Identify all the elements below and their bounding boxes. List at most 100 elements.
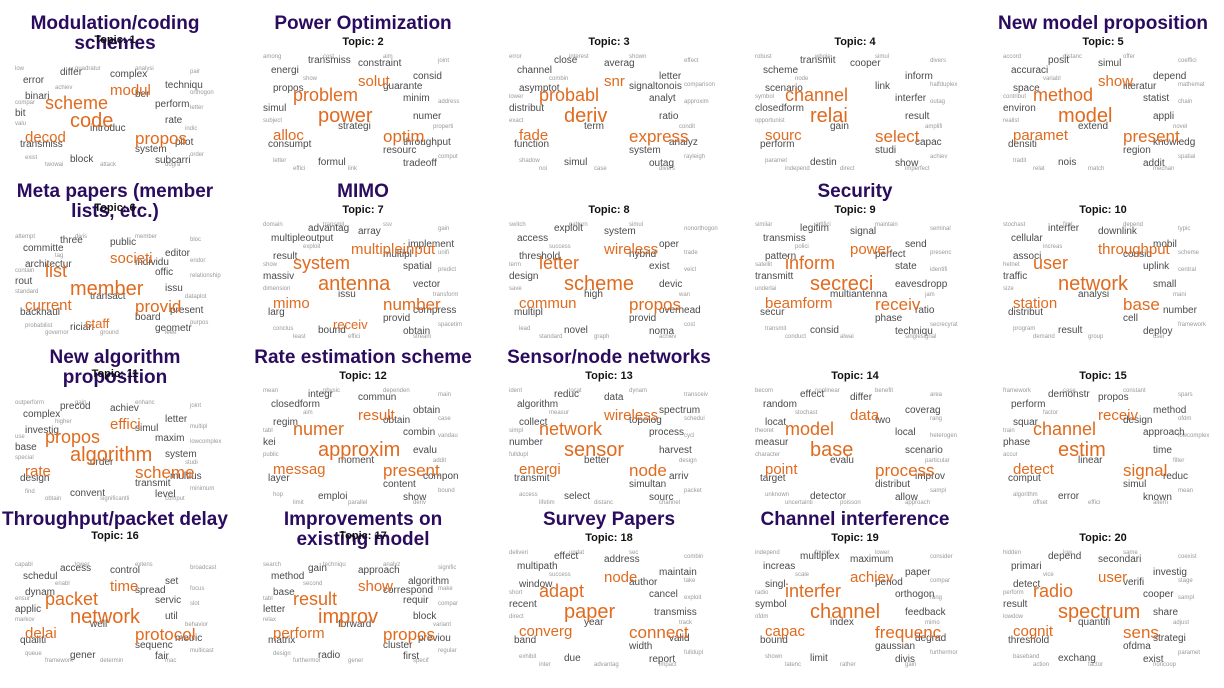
word-major: node xyxy=(629,461,667,480)
word-minor: mechan xyxy=(1153,166,1175,172)
word-medium: literatur xyxy=(1123,81,1157,92)
word-medium: simul xyxy=(1123,479,1147,490)
word-medium: target xyxy=(760,473,786,484)
word-minor: gain xyxy=(905,662,917,668)
word-medium: introduc xyxy=(90,123,126,134)
word-minor: valu xyxy=(15,121,27,127)
word-medium: transmitt xyxy=(755,271,794,282)
word-medium: number xyxy=(509,437,543,448)
word-medium: constraint xyxy=(358,58,402,69)
word-major: converg xyxy=(519,623,573,640)
word-minor: case xyxy=(1063,388,1076,394)
word-major: solut xyxy=(358,73,390,90)
word-minor: lower xyxy=(75,562,90,568)
topic-heading: Power Optimization xyxy=(274,13,452,34)
word-minor: altern xyxy=(1153,500,1169,506)
word-minor: match xyxy=(1088,166,1105,172)
word-minor: multicast xyxy=(190,648,214,654)
word-minor: robust xyxy=(755,54,772,60)
word-major: process xyxy=(875,461,935,480)
word-medium: demonstr xyxy=(1048,389,1090,400)
word-medium: metric xyxy=(175,633,203,644)
word-minor: analysi xyxy=(135,66,154,72)
word-medium: legitim xyxy=(800,223,829,234)
word-medium: threshold xyxy=(1008,635,1050,646)
word-medium: compon xyxy=(423,471,459,482)
topic-label: Topic: 19 xyxy=(831,532,879,544)
topic-heading: Channel interference xyxy=(760,509,950,530)
word-minor: lower xyxy=(509,94,524,100)
word-minor: consider xyxy=(930,554,953,560)
word-medium: servic xyxy=(155,595,182,606)
word-medium: investig xyxy=(1153,567,1187,578)
word-medium: degrad xyxy=(915,633,947,644)
word-medium: depend xyxy=(1048,551,1082,562)
word-minor: symbol xyxy=(755,94,775,100)
word-medium: detect xyxy=(1013,579,1041,590)
word-medium: dynam xyxy=(25,587,56,598)
word-minor: combin xyxy=(684,554,704,560)
word-minor: capabl xyxy=(15,562,33,568)
word-medium: outag xyxy=(649,158,675,169)
word-minor: studi xyxy=(185,460,198,466)
word-minor: stage xyxy=(1178,578,1193,584)
word-cloud: hidden coexist lowdow sampl baseband paramet f… xyxy=(1003,550,1203,670)
word-major: frequenc xyxy=(875,623,942,642)
word-medium: design xyxy=(20,473,50,484)
word-major: code xyxy=(70,110,114,132)
word-major: time xyxy=(110,578,139,595)
word-minor: purpos xyxy=(190,320,209,326)
word-minor: compar xyxy=(930,578,951,584)
word-minor: probabilist xyxy=(25,323,53,329)
word-medium: eavesdropp xyxy=(895,279,948,290)
word-minor: ofdm xyxy=(1178,416,1192,422)
word-medium: small xyxy=(1153,279,1177,290)
word-minor: first xyxy=(1063,222,1073,228)
word-minor: variabl xyxy=(1043,76,1061,82)
topic-heading: Improvements on existing model xyxy=(283,509,443,550)
word-major: propos xyxy=(629,295,681,314)
topic-panel: MIMO Topic: 7 domain gain dimension predict co… xyxy=(248,178,478,350)
word-minor: unifi xyxy=(438,250,450,256)
word-medium: present xyxy=(170,305,204,316)
word-cloud: capabl broadcast markov slot queue multicast d… xyxy=(15,562,216,670)
word-minor: regular xyxy=(438,648,457,654)
word-minor: amplifi xyxy=(925,124,943,130)
word-medium: devic xyxy=(659,279,683,290)
topic-label: Topic: 18 xyxy=(585,532,633,544)
word-minor: noncoop xyxy=(1153,662,1177,668)
word-medium: bound xyxy=(318,325,346,336)
word-major: provid xyxy=(135,297,182,316)
word-minor: lead xyxy=(519,326,531,332)
word-cloud: robust divers opportunist outag paramet achie… xyxy=(755,54,957,174)
word-medium: width xyxy=(629,641,653,652)
word-medium: secur xyxy=(760,307,785,318)
word-medium: geometr xyxy=(155,323,192,334)
word-medium: layer xyxy=(268,473,290,484)
word-medium: gain xyxy=(308,563,327,574)
word-medium: requir xyxy=(403,595,429,606)
word-medium: send xyxy=(905,239,927,250)
word-minor: low xyxy=(1063,550,1073,556)
word-medium: block xyxy=(413,611,437,622)
word-minor: rang xyxy=(930,595,943,601)
word-medium: feedback xyxy=(905,607,946,618)
word-medium: guarante xyxy=(383,81,423,92)
word-minor: simpl xyxy=(509,428,524,434)
word-medium: strategi xyxy=(338,121,371,132)
word-medium: consid xyxy=(1123,249,1152,260)
word-major: propos xyxy=(45,427,101,447)
word-medium: letter xyxy=(659,71,682,82)
word-medium: design xyxy=(1123,415,1153,426)
word-minor: effici xyxy=(1088,500,1101,506)
word-medium: differ xyxy=(60,67,83,78)
word-cloud: stochast typic size central program framework… xyxy=(1003,222,1206,342)
word-medium: measur xyxy=(755,437,789,448)
word-medium: correspond xyxy=(383,585,434,596)
word-minor: accur xyxy=(1003,452,1018,458)
word-medium: bound xyxy=(760,635,788,646)
word-medium: interfer xyxy=(895,93,927,104)
word-minor: comput xyxy=(438,154,458,160)
word-medium: limit xyxy=(810,653,828,664)
word-medium: index xyxy=(830,617,854,628)
